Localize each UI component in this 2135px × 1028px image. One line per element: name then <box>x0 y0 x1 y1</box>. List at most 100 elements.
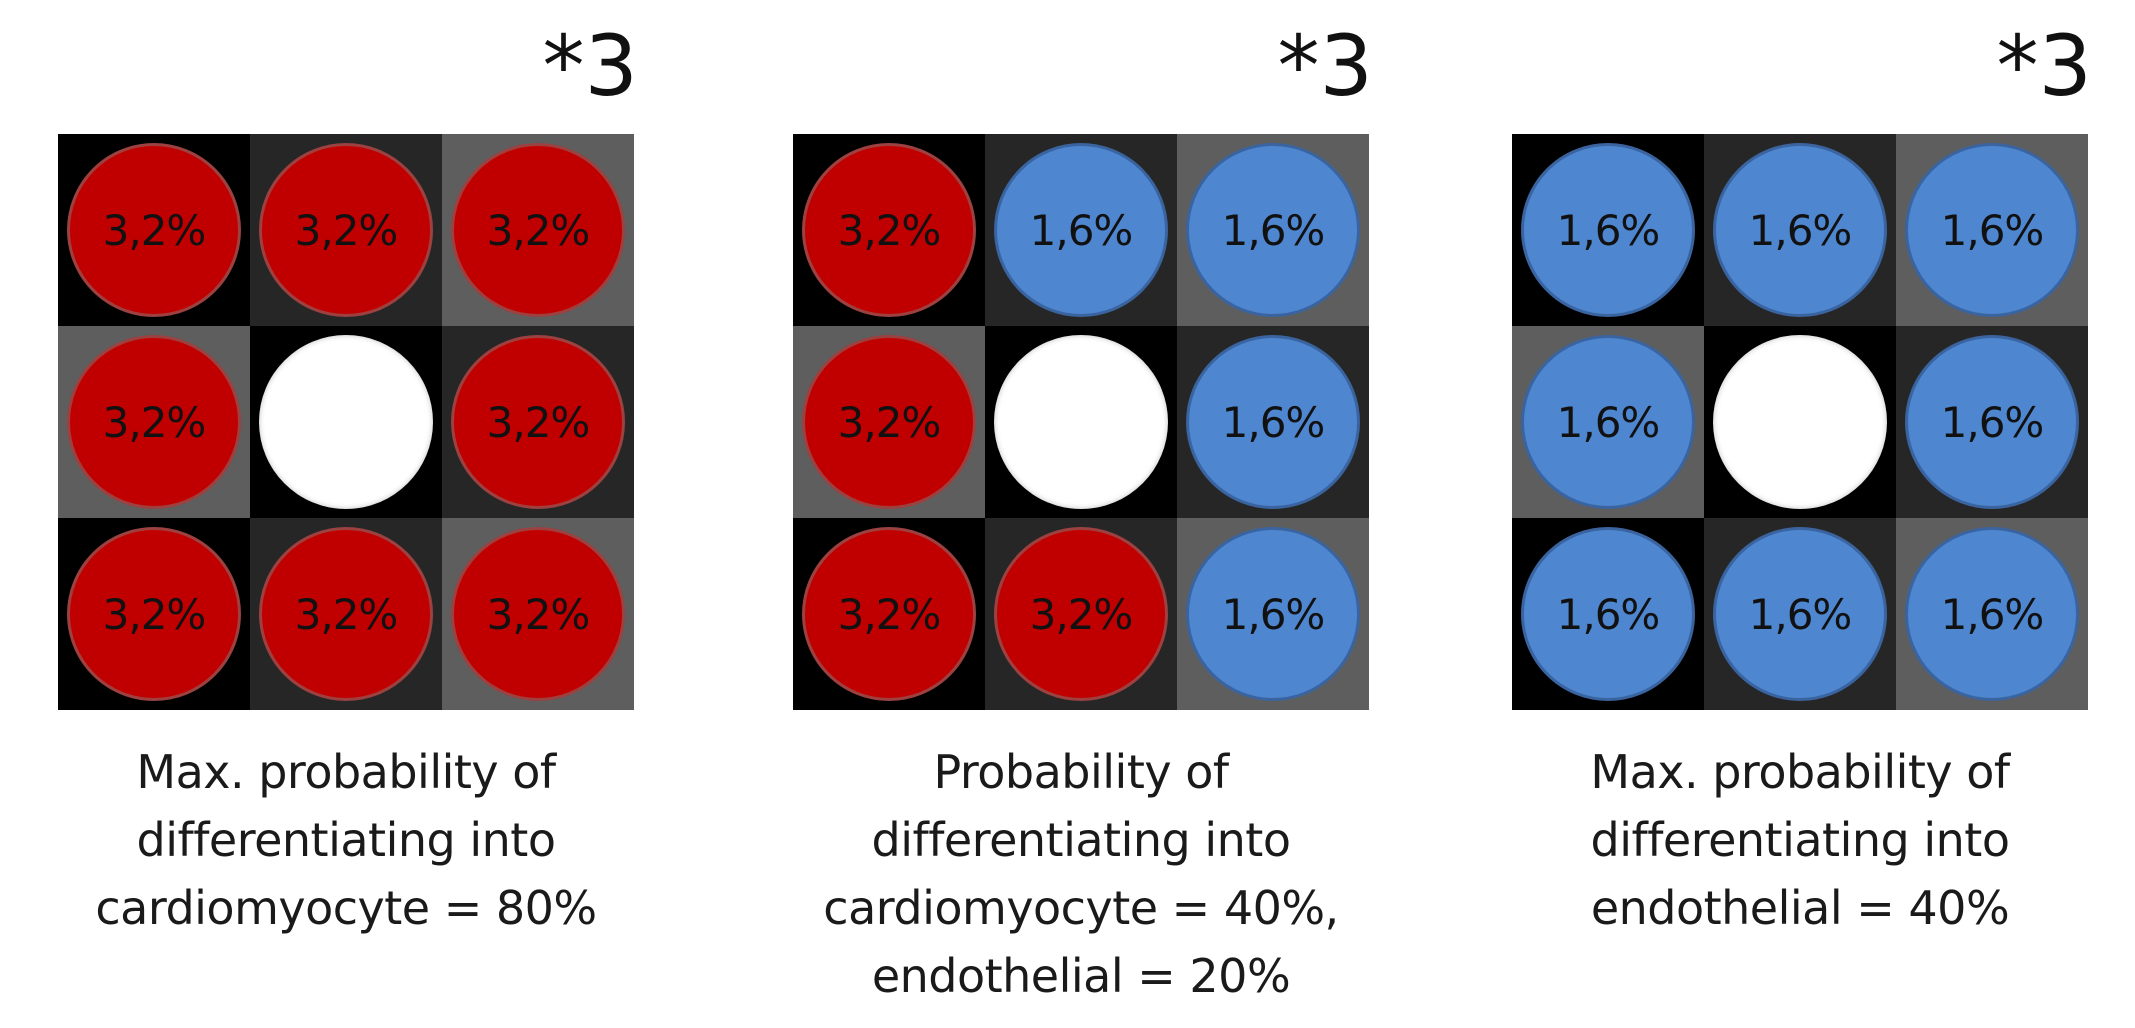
grid-cell: 1,6% <box>1896 326 2088 518</box>
probability-label: 3,2% <box>1029 589 1134 639</box>
caption-line: differentiating into <box>136 813 556 867</box>
probability-label: 1,6% <box>1029 205 1134 255</box>
caption-line: cardiomyocyte = 40%, <box>823 881 1339 935</box>
probability-label: 3,2% <box>837 589 942 639</box>
endothelial-cell-circle: 1,6% <box>1186 143 1360 317</box>
grid-cell: 3,2% <box>58 326 250 518</box>
cardiomyocyte-cell-circle: 3,2% <box>994 527 1168 701</box>
probability-label: 1,6% <box>1748 205 1853 255</box>
grid-cell-center <box>1704 326 1896 518</box>
grid-cell: 3,2% <box>250 518 442 710</box>
probability-label: 3,2% <box>837 397 942 447</box>
cardiomyocyte-cell-circle: 3,2% <box>802 143 976 317</box>
grid-cell: 1,6% <box>1177 134 1369 326</box>
endothelial-cell-circle: 1,6% <box>1905 143 2079 317</box>
probability-label: 1,6% <box>1221 397 1326 447</box>
panel-mixed: *3 3,2% 1,6% 1,6% 3,2% 1,6% 3,2% 3,2% 1,… <box>793 0 1373 1028</box>
endothelial-cell-circle: 1,6% <box>1521 143 1695 317</box>
caption-line: Max. probability of <box>136 745 556 799</box>
grid-cell: 3,2% <box>250 134 442 326</box>
panel-caption: Probability of differentiating into card… <box>793 738 1369 1010</box>
multiplier-label: *3 <box>1277 17 1373 115</box>
grid-cell: 1,6% <box>1512 134 1704 326</box>
center-stem-cell-circle <box>994 335 1168 509</box>
probability-label: 1,6% <box>1940 397 2045 447</box>
cardiomyocyte-cell-circle: 3,2% <box>451 527 625 701</box>
center-stem-cell-circle <box>1713 335 1887 509</box>
caption-line: endothelial = 40% <box>1590 881 2010 935</box>
cardiomyocyte-cell-circle: 3,2% <box>451 335 625 509</box>
probability-label: 3,2% <box>294 205 399 255</box>
probability-label: 1,6% <box>1748 589 1853 639</box>
grid-cell: 1,6% <box>1512 518 1704 710</box>
probability-label: 3,2% <box>486 397 591 447</box>
probability-label: 3,2% <box>294 589 399 639</box>
grid-cell: 1,6% <box>1512 326 1704 518</box>
cardiomyocyte-cell-circle: 3,2% <box>67 335 241 509</box>
grid-cell: 3,2% <box>442 326 634 518</box>
probability-label: 1,6% <box>1221 205 1326 255</box>
cardiomyocyte-cell-circle: 3,2% <box>67 527 241 701</box>
center-stem-cell-circle <box>259 335 433 509</box>
grid-cell: 3,2% <box>793 134 985 326</box>
probability-label: 3,2% <box>837 205 942 255</box>
cell-grid: 3,2% 3,2% 3,2% 3,2% 3,2% 3,2% 3,2% 3,2% <box>58 134 634 710</box>
probability-label: 1,6% <box>1940 205 2045 255</box>
cell-grid: 1,6% 1,6% 1,6% 1,6% 1,6% 1,6% 1,6% 1,6% <box>1512 134 2088 710</box>
probability-label: 1,6% <box>1556 589 1661 639</box>
endothelial-cell-circle: 1,6% <box>1713 143 1887 317</box>
multiplier-label: *3 <box>542 17 638 115</box>
cardiomyocyte-cell-circle: 3,2% <box>259 143 433 317</box>
endothelial-cell-circle: 1,6% <box>1521 527 1695 701</box>
panel-cardiomyocyte-max: *3 3,2% 3,2% 3,2% 3,2% 3,2% 3,2% 3,2% 3,… <box>58 0 638 1028</box>
grid-cell: 1,6% <box>1177 326 1369 518</box>
probability-label: 3,2% <box>102 589 207 639</box>
endothelial-cell-circle: 1,6% <box>1713 527 1887 701</box>
grid-cell: 1,6% <box>985 134 1177 326</box>
grid-cell-center <box>250 326 442 518</box>
endothelial-cell-circle: 1,6% <box>1521 335 1695 509</box>
panel-caption: Max. probability of differentiating into… <box>1512 738 2088 942</box>
grid-cell: 1,6% <box>1177 518 1369 710</box>
endothelial-cell-circle: 1,6% <box>994 143 1168 317</box>
cardiomyocyte-cell-circle: 3,2% <box>67 143 241 317</box>
grid-cell-center <box>985 326 1177 518</box>
probability-label: 3,2% <box>102 205 207 255</box>
caption-line: Max. probability of <box>1590 745 2010 799</box>
cardiomyocyte-cell-circle: 3,2% <box>259 527 433 701</box>
endothelial-cell-circle: 1,6% <box>1905 527 2079 701</box>
caption-line: differentiating into <box>1590 813 2010 867</box>
caption-line: differentiating into <box>871 813 1291 867</box>
grid-cell: 1,6% <box>1704 518 1896 710</box>
grid-cell: 3,2% <box>442 134 634 326</box>
grid-cell: 3,2% <box>793 518 985 710</box>
panel-caption: Max. probability of differentiating into… <box>58 738 634 942</box>
grid-cell: 3,2% <box>985 518 1177 710</box>
caption-line: endothelial = 20% <box>871 949 1291 1003</box>
probability-label: 3,2% <box>102 397 207 447</box>
cardiomyocyte-cell-circle: 3,2% <box>451 143 625 317</box>
probability-label: 1,6% <box>1556 397 1661 447</box>
grid-cell: 1,6% <box>1704 134 1896 326</box>
cardiomyocyte-cell-circle: 3,2% <box>802 335 976 509</box>
caption-line: Probability of <box>933 745 1229 799</box>
caption-line: cardiomyocyte = 80% <box>95 881 597 935</box>
probability-label: 1,6% <box>1556 205 1661 255</box>
panel-endothelial-max: *3 1,6% 1,6% 1,6% 1,6% 1,6% 1,6% 1,6% 1,… <box>1512 0 2092 1028</box>
grid-cell: 3,2% <box>58 134 250 326</box>
probability-label: 3,2% <box>486 205 591 255</box>
endothelial-cell-circle: 1,6% <box>1905 335 2079 509</box>
cardiomyocyte-cell-circle: 3,2% <box>802 527 976 701</box>
cell-grid: 3,2% 1,6% 1,6% 3,2% 1,6% 3,2% 3,2% 1,6% <box>793 134 1369 710</box>
probability-label: 3,2% <box>486 589 591 639</box>
grid-cell: 3,2% <box>793 326 985 518</box>
endothelial-cell-circle: 1,6% <box>1186 335 1360 509</box>
grid-cell: 3,2% <box>442 518 634 710</box>
grid-cell: 1,6% <box>1896 518 2088 710</box>
probability-label: 1,6% <box>1221 589 1326 639</box>
probability-label: 1,6% <box>1940 589 2045 639</box>
grid-cell: 1,6% <box>1896 134 2088 326</box>
grid-cell: 3,2% <box>58 518 250 710</box>
endothelial-cell-circle: 1,6% <box>1186 527 1360 701</box>
multiplier-label: *3 <box>1996 17 2092 115</box>
